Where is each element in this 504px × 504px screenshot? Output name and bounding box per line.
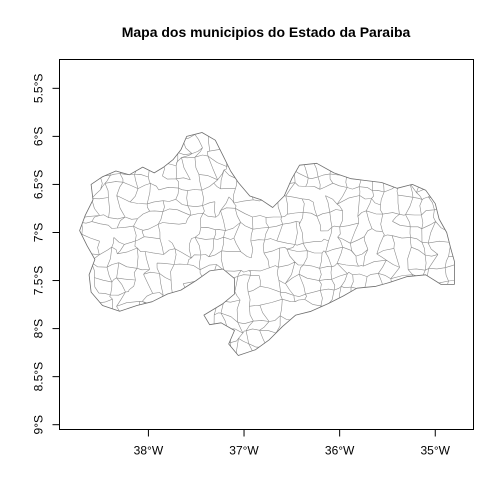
y-tick-label: 5.5°S (32, 74, 46, 103)
x-tick-label: 37°W (229, 444, 259, 458)
x-tick-label: 36°W (325, 444, 355, 458)
x-axis: 38°W 37°W 36°W 35°W (134, 429, 451, 458)
y-tick-label: 9°S (32, 415, 46, 434)
y-tick-label: 8.5°S (32, 362, 46, 391)
map-title: Mapa dos municipios do Estado da Paraiba (122, 24, 411, 40)
y-tick-label: 6°S (32, 127, 46, 146)
state-boundary (79, 132, 455, 356)
y-tick-label: 7°S (32, 223, 46, 242)
plot-frame (59, 59, 474, 430)
y-tick-label: 7.5°S (32, 266, 46, 295)
y-tick-label: 8°S (32, 319, 46, 338)
y-axis: 5.5°S 6°S 6.5°S 7°S 7.5°S 8°S 8.5°S 9°S (32, 74, 60, 434)
x-tick-label: 38°W (134, 444, 164, 458)
y-tick-label: 6.5°S (32, 170, 46, 199)
municipality-boundaries (79, 132, 455, 356)
municipality-boundary-lines (79, 132, 455, 356)
municipality-map (79, 132, 455, 356)
x-tick-label: 35°W (421, 444, 451, 458)
